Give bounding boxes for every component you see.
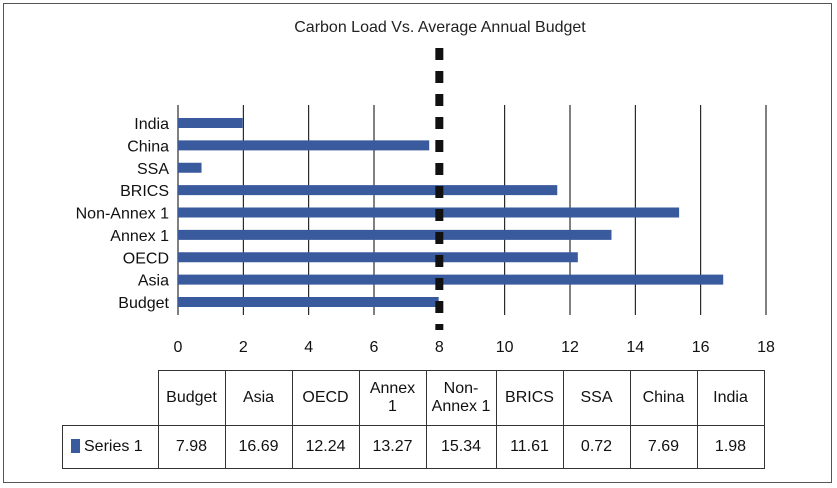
table-value-cell: 7.69 bbox=[629, 425, 698, 469]
legend-swatch bbox=[71, 439, 80, 453]
bar-annex-1 bbox=[178, 229, 612, 240]
table-header-cell: India bbox=[696, 370, 765, 426]
x-tick-label: 4 bbox=[304, 339, 313, 356]
category-label: India bbox=[134, 116, 169, 133]
x-tick-label: 12 bbox=[561, 339, 579, 356]
table-header-cell: BRICS bbox=[495, 370, 564, 426]
chart-title: Carbon Load Vs. Average Annual Budget bbox=[294, 19, 586, 36]
category-label: Non-Annex 1 bbox=[76, 206, 169, 223]
table-value-cell: 12.24 bbox=[291, 425, 360, 469]
x-tick-label: 2 bbox=[239, 339, 248, 356]
table-value-cell: 13.27 bbox=[358, 425, 427, 469]
bar-budget bbox=[178, 297, 439, 307]
x-tick-label: 6 bbox=[370, 339, 379, 356]
bar-china bbox=[178, 140, 430, 151]
bars bbox=[178, 118, 724, 307]
x-axis-tick-labels: 0 2 4 6 8 10 12 14 16 18 bbox=[174, 339, 775, 356]
table-header-cell: Annex 1 bbox=[358, 370, 427, 426]
x-tick-label: 16 bbox=[692, 339, 710, 356]
chart-frame bbox=[3, 3, 832, 483]
table-value-cell: 0.72 bbox=[562, 425, 631, 469]
table-value-cell: 15.34 bbox=[425, 425, 497, 469]
table-header-cell: SSA bbox=[562, 370, 631, 426]
table-header-row: Budget Asia OECD Annex 1 Non- Annex 1 BR… bbox=[62, 370, 765, 426]
table-header-cell: Asia bbox=[224, 370, 293, 426]
bar-asia bbox=[178, 274, 724, 285]
x-tick-label: 8 bbox=[435, 339, 444, 356]
category-label: China bbox=[127, 138, 169, 155]
table-value-cell: 11.61 bbox=[495, 425, 564, 469]
bar-india bbox=[178, 118, 243, 128]
table-value-cell: 1.98 bbox=[696, 425, 765, 469]
bar-chart: Carbon Load Vs. Average Annual Budget Bu… bbox=[76, 19, 775, 356]
category-label: Asia bbox=[138, 273, 169, 290]
x-tick-label: 10 bbox=[496, 339, 514, 356]
category-label: SSA bbox=[137, 161, 169, 178]
x-tick-label: 0 bbox=[174, 339, 183, 356]
series-legend-cell: Series 1 bbox=[62, 425, 159, 469]
data-table: Budget Asia OECD Annex 1 Non- Annex 1 BR… bbox=[62, 370, 765, 469]
table-corner-cell bbox=[62, 370, 159, 426]
bar-oecd bbox=[178, 252, 578, 263]
bar-ssa bbox=[178, 162, 202, 173]
table-value-cell: 16.69 bbox=[224, 425, 293, 469]
category-labels: Budget Asia OECD Annex 1 Non-Annex 1 BRICS SSA… bbox=[76, 116, 170, 312]
category-label: Budget bbox=[118, 295, 169, 312]
category-label: OECD bbox=[123, 250, 169, 267]
x-tick-label: 14 bbox=[626, 339, 644, 356]
bar-non-annex-1 bbox=[178, 207, 680, 218]
table-header-cell: Non- Annex 1 bbox=[425, 370, 497, 426]
table-header-cell: Budget bbox=[157, 370, 226, 426]
series-name: Series 1 bbox=[84, 438, 143, 455]
category-label: Annex 1 bbox=[110, 228, 169, 245]
bar-brics bbox=[178, 185, 558, 196]
table-header-cell: China bbox=[629, 370, 698, 426]
x-tick-label: 18 bbox=[757, 339, 775, 356]
category-label: BRICS bbox=[120, 183, 169, 200]
table-header-cell: OECD bbox=[291, 370, 360, 426]
table-value-cell: 7.98 bbox=[157, 425, 226, 469]
table-row: Series 1 7.98 16.69 12.24 13.27 15.34 11… bbox=[62, 425, 765, 469]
